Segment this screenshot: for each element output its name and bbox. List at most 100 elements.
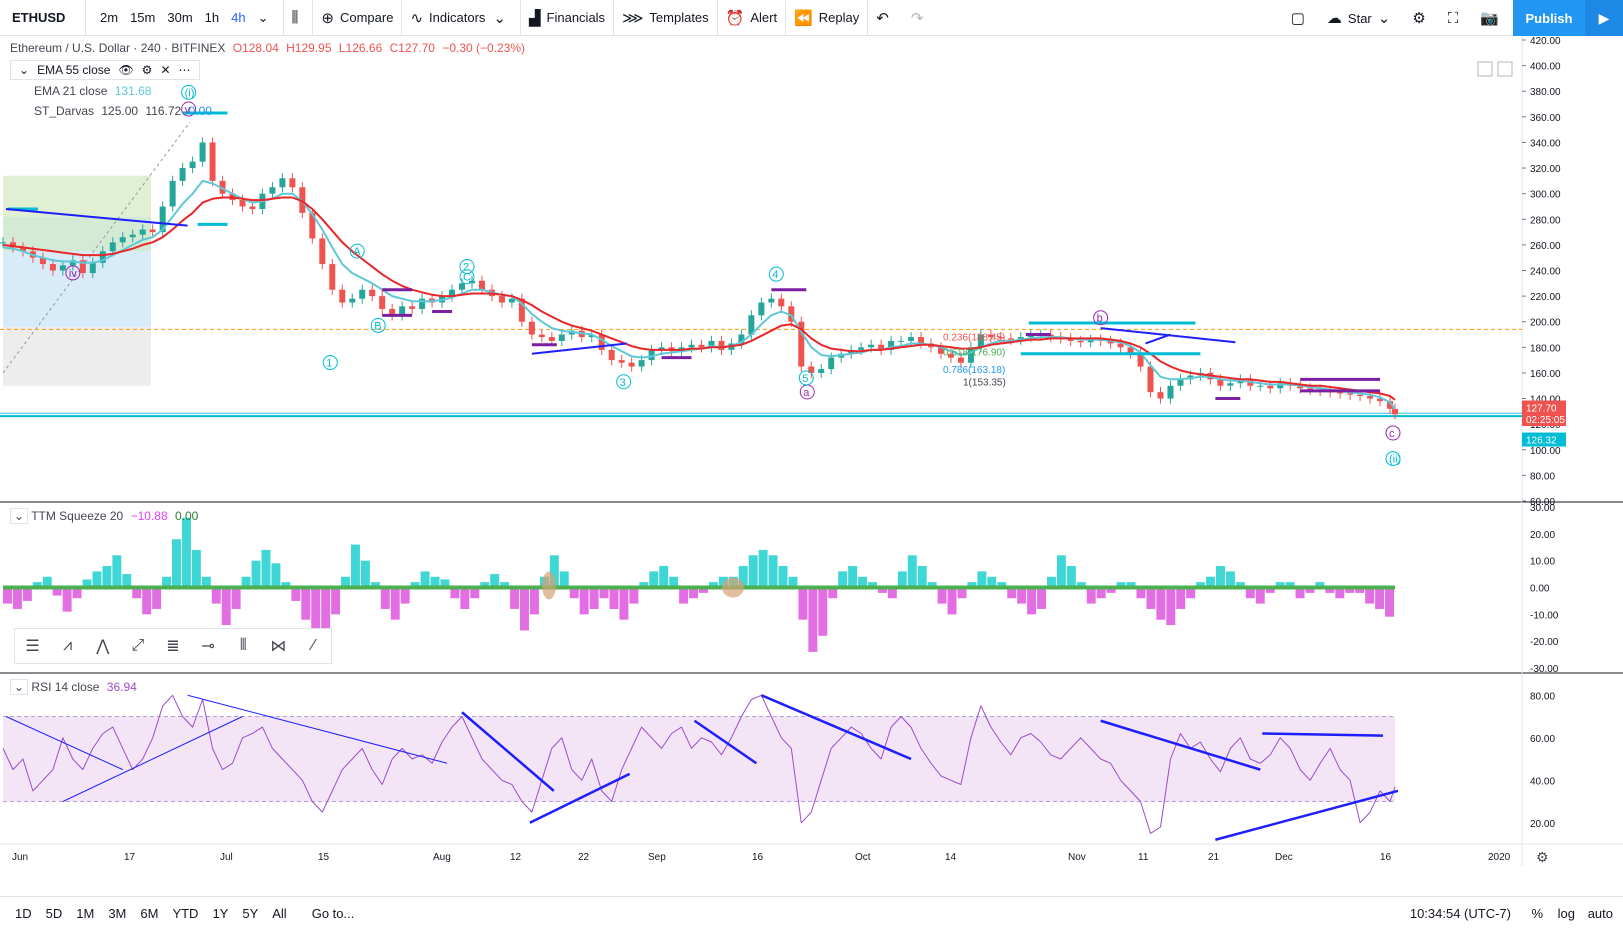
candle-body — [738, 334, 745, 344]
interval-2m[interactable]: 2m — [100, 10, 119, 25]
replay-button[interactable]: ⏪ Replay — [786, 0, 869, 36]
fib-icon[interactable]: ≣ — [166, 638, 180, 655]
redo-button[interactable]: ↷ — [903, 0, 938, 36]
trend-line-icon[interactable]: ⁄ — [312, 637, 315, 654]
compare-button[interactable]: ⊕ Compare — [313, 0, 403, 36]
wave-label: 4 — [772, 269, 778, 281]
range-3m[interactable]: 3M — [108, 906, 127, 921]
interval-1h[interactable]: 1h — [204, 10, 220, 25]
ttm-bar — [62, 587, 72, 612]
chart-type-button[interactable]: ⫼ — [284, 0, 314, 36]
rsi-line — [2, 694, 1396, 834]
ttm-bar — [1305, 587, 1315, 593]
more-icon[interactable]: ⋯ — [178, 63, 191, 77]
ttm-highlight — [542, 571, 556, 600]
chevron-down-icon: ⌄ — [493, 9, 506, 27]
chart-canvas[interactable]: 0.236(188.45)0.618(176.90)0.786(163.18)1… — [0, 36, 1623, 896]
chart-area[interactable]: 0.236(188.45) 0.618(176.90) 0.786(163.18) 1… — [0, 36, 1623, 896]
range-ytd[interactable]: YTD — [172, 906, 199, 921]
price-tick-label: 140.00 — [1530, 395, 1561, 406]
financials-button[interactable]: ▟ Financials — [521, 0, 615, 36]
horizontal-lines-icon[interactable]: ☰ — [25, 638, 40, 655]
ttm-value-2: 0.00 — [174, 509, 199, 523]
wave-label: a — [803, 387, 810, 399]
ttm-bar — [1186, 587, 1196, 599]
ttm-bar — [440, 579, 450, 588]
symbol-search[interactable]: ETHUSD — [0, 0, 86, 36]
ttm-bar — [858, 576, 868, 588]
ttm-bar — [261, 549, 271, 588]
snapshot-button[interactable]: 📷 — [1472, 0, 1513, 36]
chevron-down-icon[interactable]: ⌄ — [10, 679, 29, 695]
percent-toggle[interactable]: % — [1531, 906, 1543, 921]
candle-body — [798, 321, 805, 367]
indicators-button[interactable]: ∿ Indicators ⌄ — [402, 0, 521, 36]
path-icon[interactable]: ⤢ — [131, 637, 145, 654]
interval-30m[interactable]: 30m — [167, 10, 193, 25]
candle-body — [748, 315, 755, 335]
rsi-label: RSI 14 close — [31, 680, 100, 694]
candle-body — [9, 242, 16, 248]
range-1d[interactable]: 1D — [15, 906, 32, 921]
fib-dashed-line — [2, 121, 191, 374]
goto-button[interactable]: Go to... — [311, 906, 355, 921]
range-6m[interactable]: 6M — [140, 906, 159, 921]
ttm-bar — [92, 571, 102, 588]
settings-button[interactable]: ⚙ — [1404, 0, 1439, 36]
chevron-down-icon[interactable]: ⌄ — [19, 63, 30, 77]
pattern-icon[interactable]: ⋈ — [270, 638, 287, 655]
range-5d[interactable]: 5D — [45, 906, 63, 921]
layout-button[interactable]: ▢ — [1283, 0, 1319, 36]
time-axis-label: 16 — [1380, 852, 1392, 863]
interval-4h[interactable]: 4h — [231, 10, 246, 25]
auto-toggle[interactable]: auto — [1587, 906, 1613, 921]
templates-button[interactable]: ⋙ Templates — [614, 0, 718, 36]
candle-body — [159, 206, 166, 233]
undo-button[interactable]: ↶ — [868, 0, 903, 36]
range-1m[interactable]: 1M — [76, 906, 95, 921]
ttm-bar — [251, 560, 261, 588]
bar-chart-icon: ▟ — [528, 9, 541, 27]
wave-label: A — [353, 246, 361, 258]
horizontal-ray-icon[interactable]: ⊸ — [201, 638, 215, 655]
ttm-bar — [1355, 587, 1365, 593]
gear-icon[interactable]: ⚙ — [141, 63, 153, 77]
darvas-value-3: 0.00 — [188, 104, 212, 118]
time-axis-label: 2020 — [1488, 852, 1511, 863]
clock-readout[interactable]: 10:34:54 (UTC-7) — [1409, 906, 1511, 921]
ttm-bar — [181, 517, 191, 588]
alert-button[interactable]: ⏰ Alert — [718, 0, 787, 36]
last-price-tag: 127.70 — [1526, 404, 1557, 415]
ema55-legend[interactable]: ⌄ EMA 55 close 👁 ⚙ ✕ ⋯ — [10, 60, 200, 80]
candle-body — [947, 353, 954, 358]
ttm-bar — [390, 587, 400, 620]
gann-icon[interactable]: ⫴ — [239, 637, 247, 654]
range-all[interactable]: All — [272, 906, 287, 921]
ttm-bar — [1076, 582, 1086, 588]
wave-abc-icon[interactable]: ⋀ — [96, 638, 110, 655]
ttm-bar — [927, 582, 937, 588]
ttm-bar — [460, 587, 470, 609]
eye-icon[interactable]: 👁 — [118, 63, 134, 77]
time-axis-label: Dec — [1275, 852, 1293, 863]
range-5y[interactable]: 5Y — [242, 906, 259, 921]
candle-body — [588, 334, 595, 338]
publish-button[interactable]: Publish — [1513, 0, 1585, 36]
ttm-bar — [639, 582, 649, 588]
ttm-bar — [1156, 587, 1166, 620]
fullscreen-button[interactable]: ⛶ — [1440, 0, 1473, 36]
range-1y[interactable]: 1Y — [212, 906, 229, 921]
close-icon[interactable]: ✕ — [160, 63, 171, 77]
time-axis-label: 11 — [1138, 852, 1149, 863]
price-tick-label: 200.00 — [1530, 318, 1561, 329]
ttm-bar — [132, 587, 142, 599]
chevron-down-icon[interactable]: ⌄ — [10, 508, 29, 524]
ttm-bar — [311, 587, 321, 631]
log-toggle[interactable]: log — [1557, 906, 1575, 921]
chevron-down-icon[interactable]: ⌄ — [257, 9, 269, 25]
wave-12345-icon[interactable]: ⩘ — [63, 637, 73, 654]
ema21-value: 131.68 — [114, 84, 152, 98]
play-circle-icon[interactable]: ▶ — [1585, 0, 1623, 36]
interval-15m[interactable]: 15m — [130, 10, 156, 25]
star-button[interactable]: ☁ Star ⌄ — [1319, 0, 1404, 36]
